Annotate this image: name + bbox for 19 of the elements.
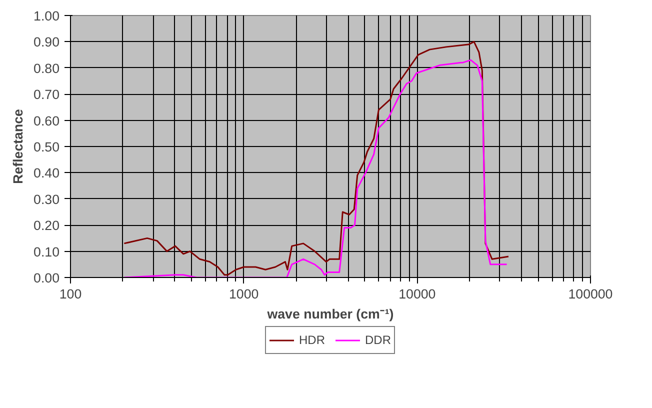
y-tick-label: 0.90: [34, 34, 60, 50]
y-tick-label: 0.10: [34, 244, 60, 260]
y-tick-label: 0.70: [34, 87, 60, 102]
y-tick-label: 0.00: [34, 270, 60, 286]
legend-label: HDR: [299, 333, 325, 347]
y-tick-label: 0.40: [34, 166, 60, 181]
y-tick-label: 0.80: [34, 60, 60, 76]
y-tick-label: 0.60: [34, 113, 60, 128]
x-tick-label: 1000: [229, 286, 259, 302]
x-axis-title: wave number (cm⁻¹): [266, 306, 394, 322]
y-tick-label: 0.20: [34, 218, 60, 234]
y-tick-label: 0.30: [34, 192, 60, 207]
y-axis-title: Reflectance: [10, 109, 26, 184]
y-tick-label: 1.00: [34, 8, 60, 24]
y-tick-label: 0.50: [34, 140, 60, 154]
legend-label: DDR: [365, 333, 391, 347]
x-tick-label: 100000: [568, 286, 613, 302]
x-tick-label: 100: [59, 286, 82, 302]
x-tick-label: 10000: [398, 286, 436, 302]
